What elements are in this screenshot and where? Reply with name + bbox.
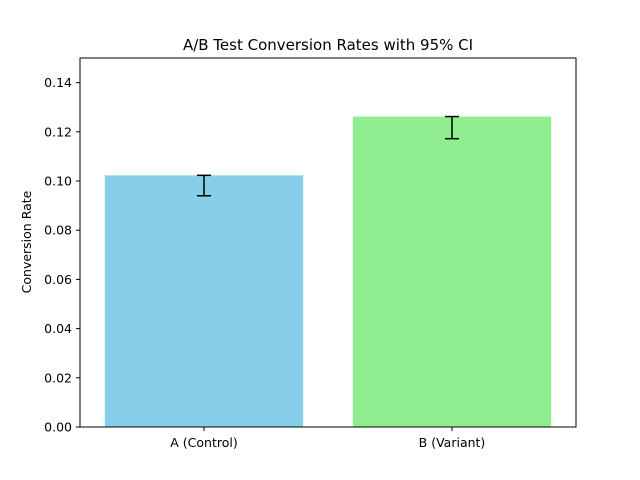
y-tick-label-0: 0.00 bbox=[44, 420, 72, 435]
bar-1 bbox=[352, 116, 552, 427]
bar-0 bbox=[104, 175, 304, 427]
x-tick-label-1: B (Variant) bbox=[419, 435, 486, 450]
plot-area: 0.00 0.02 0.04 0.06 0.08 0.10 0.12 0.14 A (Contr… bbox=[44, 57, 577, 450]
y-tick-label-6: 0.12 bbox=[44, 124, 72, 139]
chart-title: A/B Test Conversion Rates with 95% CI bbox=[183, 36, 473, 54]
y-tick-label-5: 0.10 bbox=[44, 174, 72, 189]
y-tick-label-7: 0.14 bbox=[44, 75, 72, 90]
y-tick-label-2: 0.04 bbox=[44, 321, 72, 336]
y-tick-label-3: 0.06 bbox=[44, 272, 72, 287]
x-tick-label-0: A (Control) bbox=[170, 435, 237, 450]
y-tick-label-4: 0.08 bbox=[44, 223, 72, 238]
axes-frame bbox=[79, 57, 577, 428]
y-tick-label-1: 0.02 bbox=[44, 370, 72, 385]
y-axis-label: Conversion Rate bbox=[19, 190, 34, 293]
